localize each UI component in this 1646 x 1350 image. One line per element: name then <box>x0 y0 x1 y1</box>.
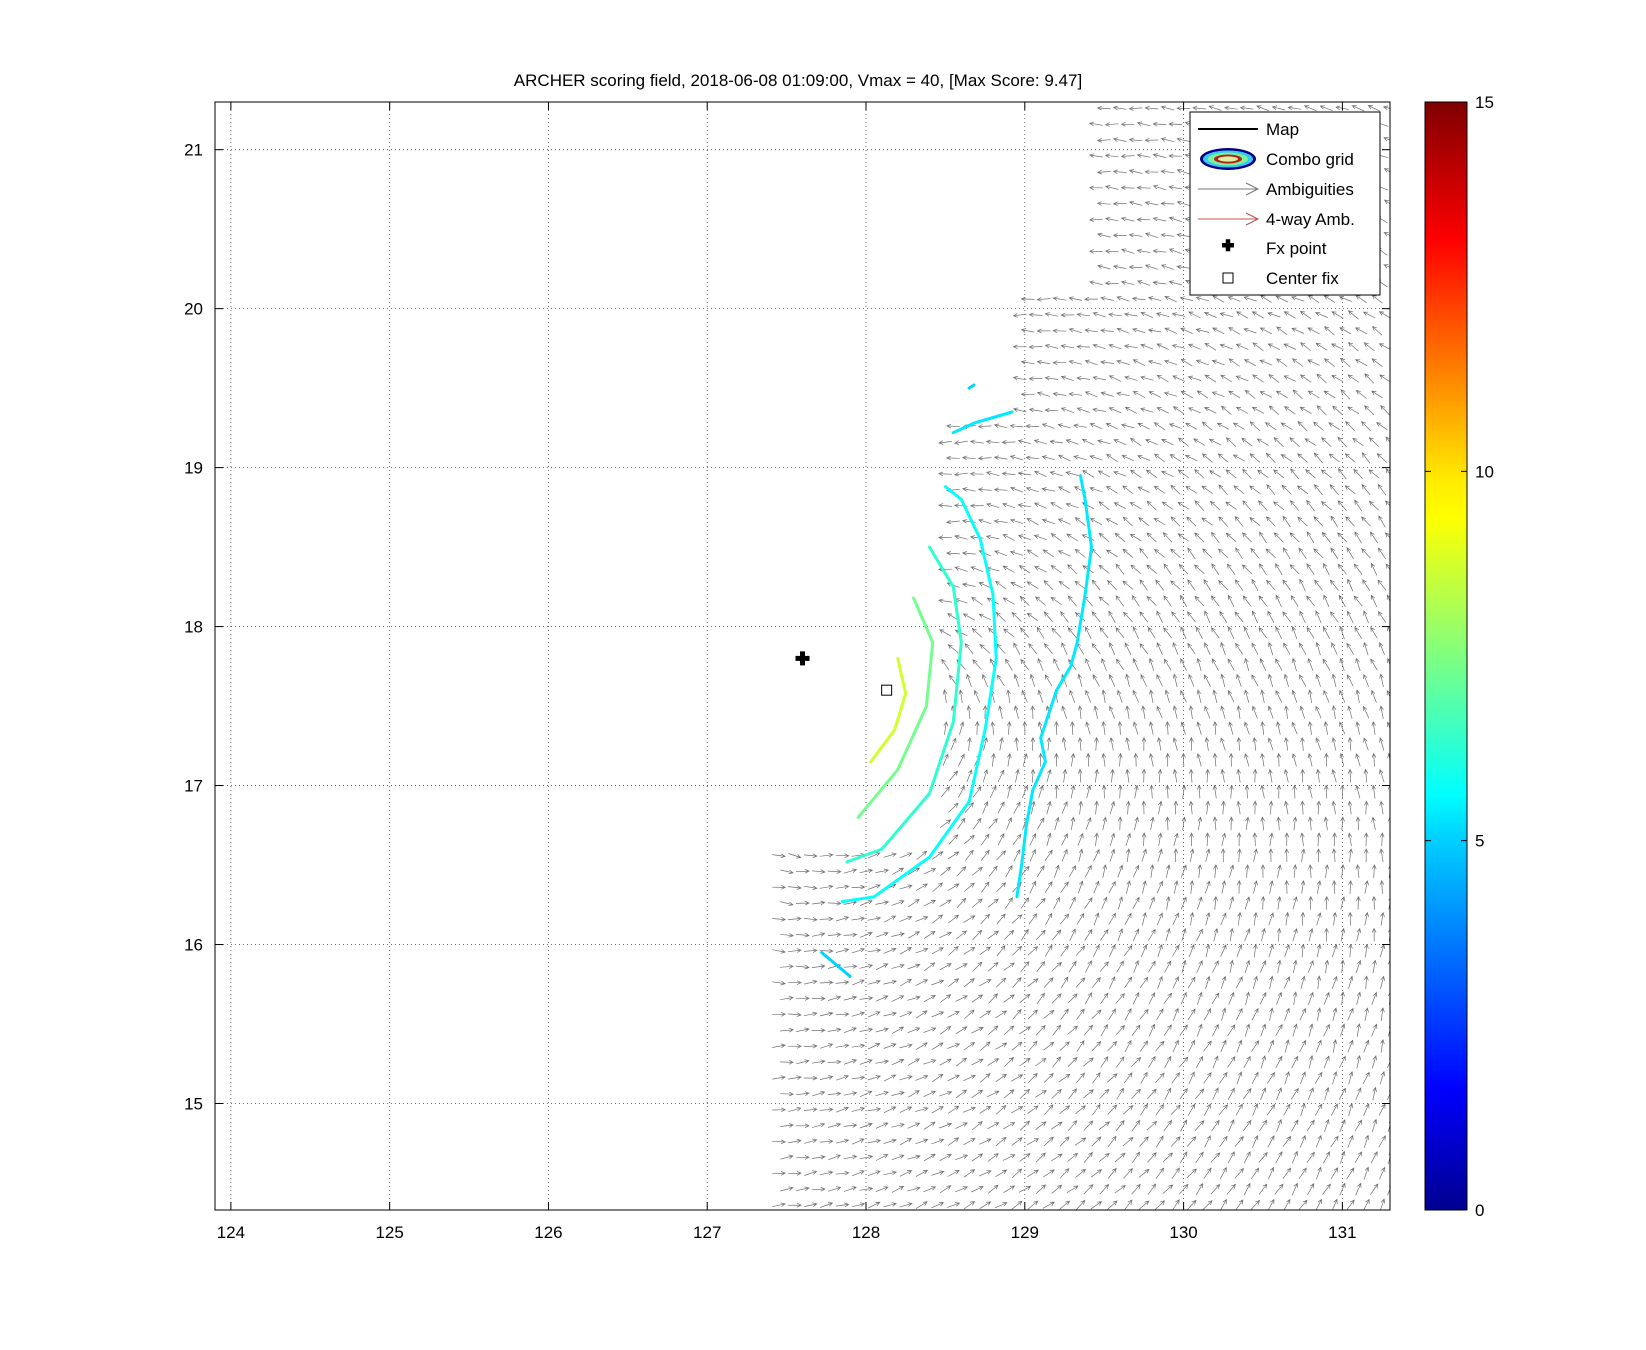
score-contour-line <box>1015 474 1093 899</box>
legend: Map Combo grid Ambiguities 4-way Amb. Fx… <box>1189 111 1381 296</box>
plot-area-frame <box>214 101 1391 1211</box>
score-contour-line <box>951 410 1014 435</box>
y-tick-label: 20 <box>184 300 203 319</box>
y-tick-label: 18 <box>184 618 203 637</box>
chart-title: ARCHER scoring field, 2018-06-08 01:09:0… <box>514 71 1082 90</box>
four-way-arrow-icon <box>1198 212 1260 226</box>
legend-label-center-fix: Center fix <box>1266 269 1339 288</box>
center-fix-marker <box>881 684 893 696</box>
x-tick-label: 129 <box>1011 1223 1039 1242</box>
colorbar-tick-label: 0 <box>1475 1201 1484 1220</box>
y-tick-label: 21 <box>184 141 203 160</box>
y-tick-label: 19 <box>184 459 203 478</box>
x-tick-label: 127 <box>693 1223 721 1242</box>
colorbar-gradient <box>1424 101 1468 1211</box>
score-contour-line <box>967 383 976 390</box>
markers <box>795 651 893 696</box>
y-tick-label: 16 <box>184 936 203 955</box>
score-contour-line <box>840 485 998 904</box>
legend-label-4-way-amb: 4-way Amb. <box>1266 210 1355 229</box>
colorbar: 0 5 10 15 <box>1424 93 1494 1220</box>
x-tick-label: 126 <box>534 1223 562 1242</box>
legend-label-combo-grid: Combo grid <box>1266 150 1354 169</box>
colorbar-ticks: 0 5 10 15 <box>1425 93 1494 1220</box>
x-tick-label: 128 <box>852 1223 880 1242</box>
legend-label-fx-point: Fx point <box>1266 239 1327 258</box>
score-contours <box>820 383 1093 978</box>
fx-point-plus-icon <box>1222 239 1234 252</box>
legend-box <box>1189 111 1381 296</box>
legend-label-ambiguities: Ambiguities <box>1266 180 1354 199</box>
colorbar-tick-label: 10 <box>1475 462 1494 481</box>
score-contour-line <box>845 545 963 864</box>
score-contour-line <box>820 951 852 978</box>
colorbar-tick-label: 15 <box>1475 93 1494 112</box>
combo-grid-ellipses-icon <box>1200 148 1256 170</box>
x-axis-ticks: 124 125 126 127 128 129 130 131 <box>217 102 1357 1242</box>
center-fix-square-icon <box>1222 272 1234 284</box>
legend-label-map: Map <box>1266 120 1299 139</box>
y-tick-label: 15 <box>184 1094 203 1113</box>
ambiguity-arrow-icon <box>1198 182 1260 196</box>
score-contour-line <box>869 656 908 764</box>
score-contour-line <box>856 596 935 819</box>
x-tick-label: 130 <box>1169 1223 1197 1242</box>
x-tick-label: 125 <box>375 1223 403 1242</box>
fx-point-marker <box>795 651 810 666</box>
colorbar-tick-label: 5 <box>1475 832 1484 851</box>
x-tick-label: 131 <box>1328 1223 1356 1242</box>
y-axis-ticks: 15 16 17 18 19 20 21 <box>184 141 1390 1113</box>
x-tick-label: 124 <box>217 1223 245 1242</box>
y-tick-label: 17 <box>184 777 203 796</box>
legend-labels: Map Combo grid Ambiguities 4-way Amb. Fx… <box>1266 120 1355 288</box>
